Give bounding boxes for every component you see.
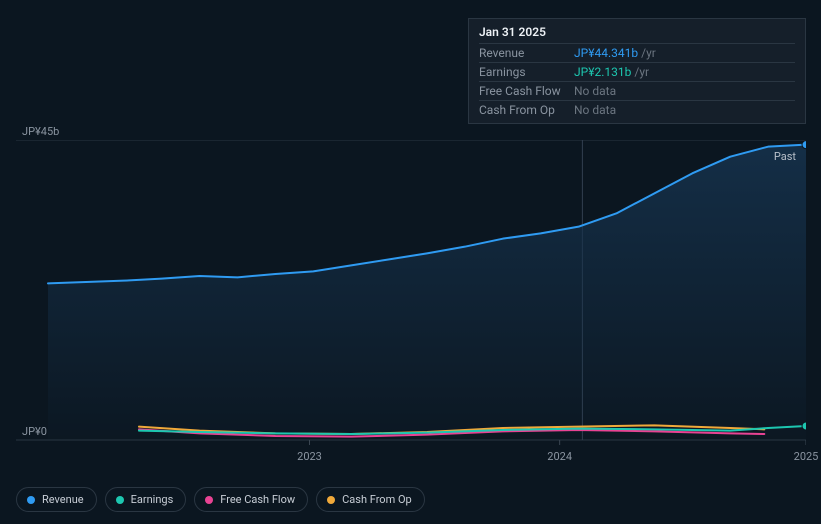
chart-legend: Revenue Earnings Free Cash Flow Cash From O… <box>16 487 425 512</box>
xaxis-tick: 2023 <box>297 450 322 463</box>
tooltip-label: Free Cash Flow <box>479 82 574 101</box>
chart-tooltip: Jan 31 2025 Revenue JP¥44.341b/yr Earnin… <box>468 18 806 124</box>
legend-item-cash-from-op[interactable]: Cash From Op <box>316 487 425 512</box>
yaxis-top-label: JP¥45b <box>22 125 59 138</box>
tooltip-value: JP¥2.131b/yr <box>574 63 795 82</box>
xaxis-tick: 2024 <box>547 450 572 463</box>
legend-dot <box>116 496 124 504</box>
tooltip-value: No data <box>574 101 795 120</box>
tooltip-row-earnings: Earnings JP¥2.131b/yr <box>479 63 795 82</box>
tooltip-table: Revenue JP¥44.341b/yr Earnings JP¥2.131b… <box>479 43 795 119</box>
finance-chart <box>16 140 806 455</box>
tooltip-date: Jan 31 2025 <box>479 25 795 39</box>
tooltip-value: No data <box>574 82 795 101</box>
tooltip-value: JP¥44.341b/yr <box>574 44 795 63</box>
legend-item-earnings[interactable]: Earnings <box>105 487 187 512</box>
tooltip-label: Earnings <box>479 63 574 82</box>
chart-svg <box>16 140 806 455</box>
tooltip-label: Cash From Op <box>479 101 574 120</box>
legend-dot <box>27 496 35 504</box>
tooltip-row-cfo: Cash From Op No data <box>479 101 795 120</box>
legend-label: Earnings <box>131 493 174 506</box>
xaxis-labels: 202320242025 <box>16 450 806 466</box>
legend-item-revenue[interactable]: Revenue <box>16 487 97 512</box>
legend-dot <box>327 496 335 504</box>
tooltip-row-fcf: Free Cash Flow No data <box>479 82 795 101</box>
legend-label: Free Cash Flow <box>220 493 295 506</box>
tooltip-row-revenue: Revenue JP¥44.341b/yr <box>479 44 795 63</box>
legend-label: Revenue <box>42 493 84 506</box>
legend-item-free-cash-flow[interactable]: Free Cash Flow <box>194 487 308 512</box>
tooltip-label: Revenue <box>479 44 574 63</box>
legend-label: Cash From Op <box>342 493 412 506</box>
legend-dot <box>205 496 213 504</box>
past-label: Past <box>774 150 796 163</box>
xaxis-tick: 2025 <box>794 450 819 463</box>
